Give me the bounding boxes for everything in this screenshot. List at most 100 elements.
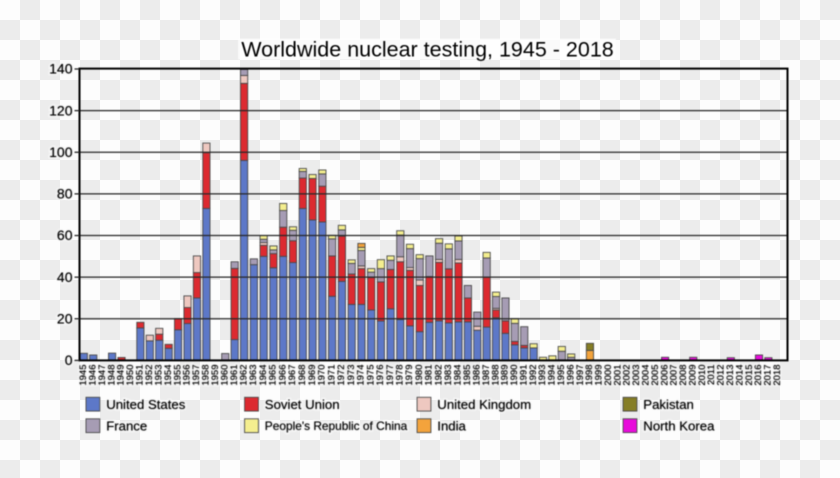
svg-text:1973: 1973 [346, 365, 357, 386]
svg-text:1990: 1990 [509, 365, 520, 386]
svg-text:2010: 2010 [697, 365, 708, 386]
svg-text:1989: 1989 [500, 365, 511, 386]
svg-text:1958: 1958 [201, 365, 212, 386]
svg-text:1966: 1966 [277, 365, 288, 386]
svg-text:1946: 1946 [87, 365, 98, 386]
svg-text:1979: 1979 [404, 365, 415, 386]
svg-text:1950: 1950 [125, 365, 136, 386]
svg-text:1955: 1955 [172, 365, 183, 386]
svg-text:1949: 1949 [116, 365, 127, 386]
svg-text:France: France [106, 418, 147, 433]
svg-text:1992: 1992 [528, 365, 539, 386]
svg-text:2006: 2006 [659, 365, 670, 386]
svg-text:1983: 1983 [443, 365, 454, 386]
svg-text:1957: 1957 [191, 365, 202, 386]
svg-text:United Kingdom: United Kingdom [437, 397, 531, 412]
svg-text:1967: 1967 [287, 365, 298, 386]
svg-text:2005: 2005 [650, 365, 661, 386]
svg-text:2002: 2002 [622, 365, 633, 386]
svg-text:1972: 1972 [336, 365, 347, 386]
svg-text:2012: 2012 [716, 365, 727, 386]
svg-text:1963: 1963 [248, 365, 259, 386]
svg-text:1960: 1960 [219, 365, 230, 386]
svg-text:1999: 1999 [594, 365, 605, 386]
svg-text:1998: 1998 [584, 365, 595, 386]
svg-text:1993: 1993 [537, 365, 548, 386]
svg-text:1980: 1980 [414, 365, 425, 386]
svg-text:1990: 1990 [509, 365, 520, 386]
svg-text:1984: 1984 [453, 365, 464, 386]
svg-text:1985: 1985 [462, 365, 473, 386]
svg-text:1986: 1986 [471, 365, 482, 386]
svg-text:North Korea: North Korea [643, 418, 715, 433]
svg-text:1961: 1961 [229, 365, 240, 386]
svg-text:1958: 1958 [201, 365, 212, 386]
svg-text:1952: 1952 [144, 365, 155, 386]
svg-text:1974: 1974 [356, 365, 367, 386]
svg-text:2001: 2001 [612, 365, 623, 386]
svg-text:2000: 2000 [603, 365, 614, 386]
svg-text:1970: 1970 [317, 365, 328, 386]
svg-text:1997: 1997 [575, 365, 586, 386]
svg-text:1982: 1982 [433, 365, 444, 386]
svg-text:1968: 1968 [297, 365, 308, 386]
svg-text:1954: 1954 [163, 365, 174, 386]
svg-text:1952: 1952 [144, 365, 155, 386]
svg-text:1969: 1969 [307, 365, 318, 386]
svg-text:1953: 1953 [153, 365, 164, 386]
svg-text:1951: 1951 [135, 365, 146, 386]
svg-text:2008: 2008 [678, 365, 689, 386]
svg-text:1966: 1966 [277, 365, 288, 386]
svg-text:1972: 1972 [336, 365, 347, 386]
svg-text:40: 40 [57, 269, 73, 285]
svg-text:1970: 1970 [317, 365, 328, 386]
svg-text:1965: 1965 [268, 365, 279, 386]
svg-text:1954: 1954 [163, 365, 174, 386]
svg-text:1953: 1953 [153, 365, 164, 386]
svg-text:2002: 2002 [622, 365, 633, 386]
svg-text:140: 140 [49, 61, 73, 77]
svg-text:1994: 1994 [547, 365, 558, 386]
svg-text:1974: 1974 [356, 365, 367, 386]
svg-text:2016: 2016 [753, 365, 764, 386]
svg-text:1967: 1967 [287, 365, 298, 386]
svg-text:1946: 1946 [87, 365, 98, 386]
svg-text:1986: 1986 [471, 365, 482, 386]
svg-text:100: 100 [49, 144, 73, 160]
svg-text:1981: 1981 [424, 365, 435, 386]
svg-text:Soviet Union: Soviet Union [265, 397, 340, 412]
svg-text:1964: 1964 [258, 365, 269, 386]
svg-text:Worldwide nuclear testing, 194: Worldwide nuclear testing, 1945 - 2018 [241, 37, 614, 61]
svg-text:120: 120 [49, 102, 73, 118]
svg-text:2013: 2013 [725, 365, 736, 386]
svg-text:United Kingdom: United Kingdom [437, 397, 531, 412]
svg-text:2004: 2004 [641, 365, 652, 386]
svg-text:2008: 2008 [678, 365, 689, 386]
svg-text:80: 80 [57, 186, 73, 202]
svg-text:1969: 1969 [307, 365, 318, 386]
svg-text:United States: United States [106, 397, 186, 412]
svg-text:2014: 2014 [734, 365, 745, 386]
svg-text:0: 0 [65, 352, 73, 368]
svg-text:2004: 2004 [641, 365, 652, 386]
svg-text:Pakistan: Pakistan [643, 397, 694, 412]
svg-text:1995: 1995 [556, 365, 567, 386]
svg-text:1997: 1997 [575, 365, 586, 386]
svg-text:1948: 1948 [106, 365, 117, 386]
svg-text:1999: 1999 [594, 365, 605, 386]
svg-text:1959: 1959 [210, 365, 221, 386]
svg-text:2018: 2018 [772, 365, 783, 386]
svg-text:1978: 1978 [395, 365, 406, 386]
svg-text:India: India [437, 418, 466, 433]
svg-text:1993: 1993 [537, 365, 548, 386]
svg-text:India: India [437, 418, 466, 433]
svg-text:2015: 2015 [744, 365, 755, 386]
svg-text:1987: 1987 [481, 365, 492, 386]
svg-text:1984: 1984 [453, 365, 464, 386]
svg-text:1973: 1973 [346, 365, 357, 386]
svg-text:United States: United States [106, 397, 186, 412]
svg-text:1975: 1975 [365, 365, 376, 386]
svg-text:1983: 1983 [443, 365, 454, 386]
svg-text:1956: 1956 [182, 365, 193, 386]
svg-text:0: 0 [65, 352, 73, 368]
